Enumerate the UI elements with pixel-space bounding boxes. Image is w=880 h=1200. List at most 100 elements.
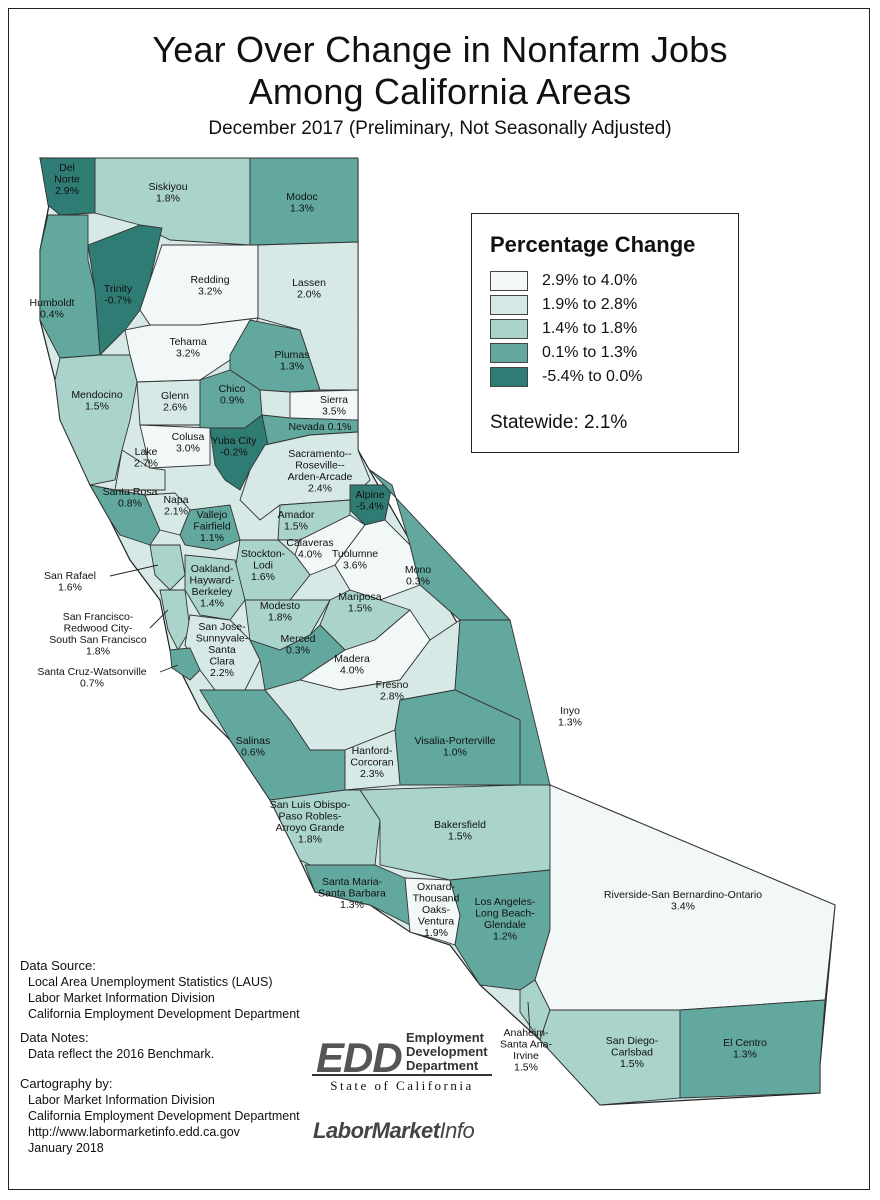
region-plumas bbox=[229, 319, 321, 393]
area-label: Visalia-Porterville 1.0% bbox=[415, 735, 496, 759]
legend-box: Percentage Change 2.9% to 4.0% 1.9% to 2… bbox=[471, 213, 739, 453]
area-label: Lassen 2.0% bbox=[292, 277, 326, 301]
area-label: Santa Rosa 0.8% bbox=[103, 486, 158, 510]
area-label: Sacramento--Roseville--Arden-Arcade 2.4% bbox=[288, 448, 353, 495]
region-del-norte bbox=[39, 157, 96, 216]
area-label: Mendocino 1.5% bbox=[71, 389, 123, 413]
leader-san-francisco bbox=[149, 609, 169, 629]
area-label: Madera 4.0% bbox=[334, 653, 370, 677]
cartography-block: Cartography by: Labor Market Information… bbox=[20, 1076, 300, 1156]
legend-row: -5.4% to 0.0% bbox=[490, 366, 643, 388]
data-source-line: Local Area Unemployment Statistics (LAUS… bbox=[28, 975, 273, 989]
area-label: Humboldt 0.4% bbox=[30, 297, 75, 321]
area-label: Tuolumne 3.6% bbox=[332, 548, 378, 572]
area-label: Amador 1.5% bbox=[278, 509, 315, 533]
cartography-date: January 2018 bbox=[28, 1141, 104, 1155]
leader-anaheim bbox=[527, 1001, 531, 1033]
labormarketinfo-logo: LaborMarketInfo bbox=[313, 1118, 475, 1144]
data-source-heading: Data Source: bbox=[20, 958, 96, 973]
region-colusa bbox=[139, 424, 211, 469]
map-subtitle: December 2017 (Preliminary, Not Seasonal… bbox=[208, 118, 672, 139]
data-notes-heading: Data Notes: bbox=[20, 1030, 89, 1045]
area-label: Plumas 1.3% bbox=[274, 349, 309, 373]
legend-label: 0.1% to 1.3% bbox=[542, 344, 638, 361]
statewide-value: Statewide: 2.1% bbox=[490, 412, 628, 433]
legend-row: 1.9% to 2.8% bbox=[490, 294, 637, 316]
leader-san-rafael bbox=[109, 564, 159, 577]
legend-row: 2.9% to 4.0% bbox=[490, 270, 637, 292]
area-label: Anaheim-Santa Ana-Irvine 1.5% bbox=[500, 1027, 552, 1074]
legend-swatch bbox=[490, 343, 528, 363]
area-label: Los Angeles-Long Beach-Glendale 1.2% bbox=[475, 896, 536, 943]
area-label: Redding 3.2% bbox=[190, 274, 229, 298]
legend-label: 1.4% to 1.8% bbox=[542, 320, 638, 337]
cartography-heading: Cartography by: bbox=[20, 1076, 113, 1091]
edd-logo-state: State of California bbox=[330, 1078, 474, 1093]
cartography-line: California Employment Development Depart… bbox=[28, 1109, 300, 1123]
area-label: Nevada 0.1% bbox=[288, 421, 351, 433]
area-label: Inyo 1.3% bbox=[558, 705, 582, 729]
area-label: Trinity -0.7% bbox=[104, 283, 133, 307]
area-label: Oxnard-Thousand Oaks-Ventura 1.9% bbox=[413, 881, 460, 939]
legend-row: 0.1% to 1.3% bbox=[490, 342, 637, 364]
data-notes-line: Data reflect the 2016 Benchmark. bbox=[28, 1047, 215, 1061]
data-source-line: California Employment Development Depart… bbox=[28, 1007, 300, 1021]
legend-label: 1.9% to 2.8% bbox=[542, 296, 638, 313]
region-lake bbox=[114, 449, 166, 491]
data-notes-block: Data Notes: Data reflect the 2016 Benchm… bbox=[20, 1030, 214, 1062]
map-title-line2: Among California Areas bbox=[248, 71, 632, 112]
region-santa-cruz bbox=[169, 647, 201, 681]
area-label: Chico 0.9% bbox=[219, 383, 246, 407]
area-label: Mariposa 1.5% bbox=[338, 591, 381, 615]
data-source-line: Labor Market Information Division bbox=[28, 991, 215, 1005]
lmi-logo-part2: Info bbox=[439, 1118, 475, 1143]
area-label: Modesto 1.8% bbox=[260, 600, 300, 624]
area-label: San Diego-Carlsbad 1.5% bbox=[606, 1035, 659, 1070]
legend-swatch bbox=[490, 367, 528, 387]
cartography-line: Labor Market Information Division bbox=[28, 1093, 215, 1107]
area-label: San Jose-Sunnyvale-Santa Clara 2.2% bbox=[196, 621, 249, 679]
cartography-url: http://www.labormarketinfo.edd.ca.gov bbox=[28, 1125, 240, 1139]
area-label: Calaveras 4.0% bbox=[286, 537, 333, 561]
area-label: San Francisco-Redwood City-South San Fra… bbox=[49, 611, 147, 658]
data-source-block: Data Source: Local Area Unemployment Sta… bbox=[20, 958, 300, 1022]
region-vallejo bbox=[179, 504, 241, 551]
area-label: Del Norte 2.9% bbox=[54, 162, 80, 197]
region-sacramento bbox=[239, 431, 371, 521]
region-el-centro bbox=[679, 999, 826, 1099]
area-label: Santa Maria-Santa Barbara 1.3% bbox=[318, 876, 386, 911]
legend-row: 1.4% to 1.8% bbox=[490, 318, 637, 340]
area-label: Salinas 0.6% bbox=[236, 735, 270, 759]
area-label: Hanford-Corcoran 2.3% bbox=[350, 745, 393, 780]
edd-logo: EDD Employment Development Department St… bbox=[312, 1028, 494, 1094]
area-label: Riverside-San Bernardino-Ontario 3.4% bbox=[604, 889, 762, 913]
area-label: Colusa 3.0% bbox=[172, 431, 205, 455]
area-label: Vallejo Fairfield 1.1% bbox=[193, 509, 231, 544]
area-label: San Luis Obispo-Paso Robles-Arroyo Grand… bbox=[270, 799, 351, 846]
edd-logo-line3: Department bbox=[406, 1058, 479, 1073]
area-label: Merced 0.3% bbox=[280, 633, 315, 657]
area-label: Mono 0.3% bbox=[405, 564, 431, 588]
area-label: Sierra 3.5% bbox=[320, 394, 348, 418]
area-label: Fresno 2.8% bbox=[376, 679, 409, 703]
legend-title: Percentage Change bbox=[490, 232, 696, 257]
area-label: El Centro 1.3% bbox=[723, 1037, 767, 1061]
area-label: Yuba City -0.2% bbox=[212, 435, 258, 459]
area-label: Siskiyou 1.8% bbox=[148, 181, 187, 205]
legend-swatch bbox=[490, 319, 528, 339]
area-label: Lake 2.7% bbox=[134, 446, 158, 470]
area-label: Oakland-Hayward-Berkeley 1.4% bbox=[190, 563, 235, 610]
legend-label: -5.4% to 0.0% bbox=[542, 368, 643, 385]
region-santa-rosa bbox=[89, 484, 161, 546]
area-label: San Rafael 1.6% bbox=[44, 570, 96, 594]
edd-logo-line2: Development bbox=[406, 1044, 488, 1059]
edd-logo-mark: EDD bbox=[316, 1034, 403, 1081]
map-title-line1: Year Over Change in Nonfarm Jobs bbox=[152, 29, 728, 70]
area-label: Modoc 1.3% bbox=[286, 191, 318, 215]
edd-logo-rule bbox=[312, 1074, 492, 1076]
leader-santa-cruz bbox=[159, 664, 179, 673]
lmi-logo-part1: LaborMarket bbox=[313, 1118, 440, 1143]
edd-logo-line1: Employment bbox=[406, 1030, 485, 1045]
area-label: Stockton-Lodi 1.6% bbox=[241, 548, 286, 583]
